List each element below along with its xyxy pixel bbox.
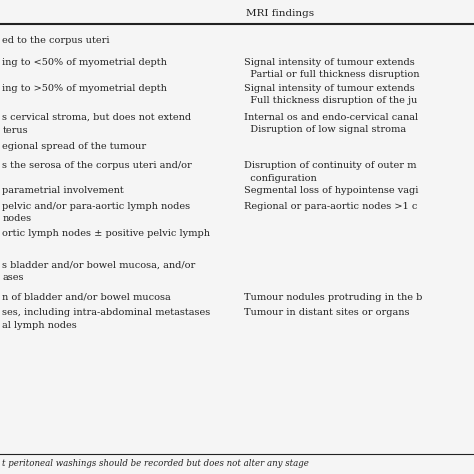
Text: n of bladder and/or bowel mucosa: n of bladder and/or bowel mucosa [2, 293, 171, 302]
Text: pelvic and/or para-aortic lymph nodes: pelvic and/or para-aortic lymph nodes [2, 202, 191, 211]
Text: terus: terus [2, 126, 28, 135]
Text: t peritoneal washings should be recorded but does not alter any stage: t peritoneal washings should be recorded… [2, 459, 309, 468]
Text: egional spread of the tumour: egional spread of the tumour [2, 142, 146, 151]
Text: Tumour in distant sites or organs: Tumour in distant sites or organs [244, 308, 410, 317]
Text: ed to the corpus uteri: ed to the corpus uteri [2, 36, 110, 45]
Text: ses, including intra-abdominal metastases: ses, including intra-abdominal metastase… [2, 308, 210, 317]
Text: s bladder and/or bowel mucosa, and/or: s bladder and/or bowel mucosa, and/or [2, 261, 196, 270]
Text: Partial or full thickness disruption: Partial or full thickness disruption [244, 70, 419, 79]
Text: MRI findings: MRI findings [246, 9, 315, 18]
Text: al lymph nodes: al lymph nodes [2, 321, 77, 330]
Text: ing to <50% of myometrial depth: ing to <50% of myometrial depth [2, 58, 167, 67]
Text: ing to >50% of myometrial depth: ing to >50% of myometrial depth [2, 84, 167, 93]
Text: Signal intensity of tumour extends: Signal intensity of tumour extends [244, 84, 415, 93]
Text: Signal intensity of tumour extends: Signal intensity of tumour extends [244, 58, 415, 67]
Text: Disruption of continuity of outer m: Disruption of continuity of outer m [244, 161, 417, 170]
Text: ases: ases [2, 273, 24, 283]
Text: Tumour nodules protruding in the b: Tumour nodules protruding in the b [244, 293, 422, 302]
Text: Internal os and endo-cervical canal: Internal os and endo-cervical canal [244, 113, 418, 122]
Text: ortic lymph nodes ± positive pelvic lymph: ortic lymph nodes ± positive pelvic lymp… [2, 229, 210, 238]
Text: Disruption of low signal stroma: Disruption of low signal stroma [244, 125, 406, 134]
Text: parametrial involvement: parametrial involvement [2, 186, 124, 195]
Text: nodes: nodes [2, 214, 31, 223]
Text: Full thickness disruption of the ju: Full thickness disruption of the ju [244, 96, 418, 105]
Text: s cervical stroma, but does not extend: s cervical stroma, but does not extend [2, 113, 191, 122]
Text: s the serosa of the corpus uteri and/or: s the serosa of the corpus uteri and/or [2, 161, 192, 170]
Text: Segmental loss of hypointense vagi: Segmental loss of hypointense vagi [244, 186, 419, 195]
Text: configuration: configuration [244, 174, 317, 183]
Text: Regional or para-aortic nodes >1 c: Regional or para-aortic nodes >1 c [244, 202, 418, 211]
